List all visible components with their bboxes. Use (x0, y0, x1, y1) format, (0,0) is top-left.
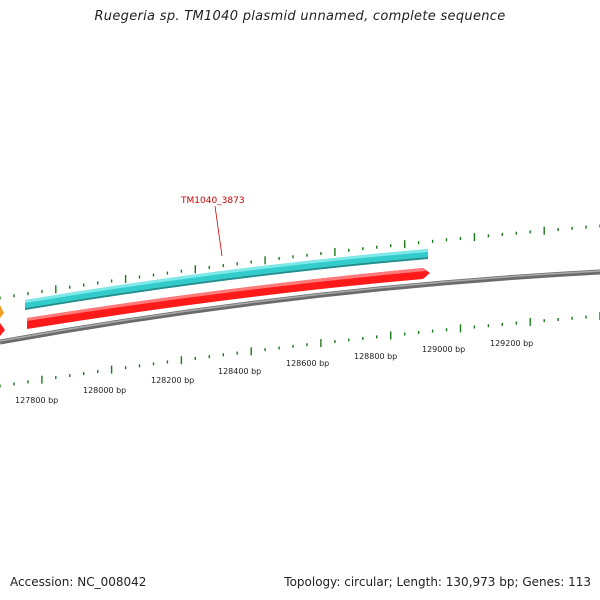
inner-tick-track (0, 312, 600, 388)
map-title: Ruegeria sp. TM1040 plasmid unnamed, com… (94, 9, 506, 24)
partial-gene-white (17, 290, 22, 304)
tick-label: 127800 bp (15, 396, 58, 405)
partial-gene-orange[interactable] (0, 305, 4, 318)
gene-label[interactable]: TM1040_3873 (180, 196, 245, 206)
tick-label: 128000 bp (83, 386, 126, 395)
forward-gene-TM1040_3873[interactable] (25, 249, 428, 310)
reverse-gene[interactable] (27, 268, 430, 329)
tick-label: 129000 bp (422, 345, 465, 354)
tick-label: 128200 bp (151, 376, 194, 385)
genome-backbone (0, 269, 600, 345)
tick-label: 129200 bp (490, 339, 533, 348)
accession-text: Accession: NC_008042 (10, 575, 147, 589)
topology-summary: Topology: circular; Length: 130,973 bp; … (284, 575, 591, 589)
partial-gene-red-left[interactable] (0, 323, 5, 336)
tick-label: 128600 bp (286, 359, 329, 368)
tick-label: 128400 bp (218, 367, 261, 376)
tick-label: 128800 bp (354, 352, 397, 361)
outer-tick-track (0, 224, 600, 300)
gene-label-leader (214, 205, 223, 257)
genome-backbone-highlight (0, 270, 600, 342)
tick-label-group: 127800 bp 128000 bp 128200 bp 128400 bp … (15, 339, 533, 405)
